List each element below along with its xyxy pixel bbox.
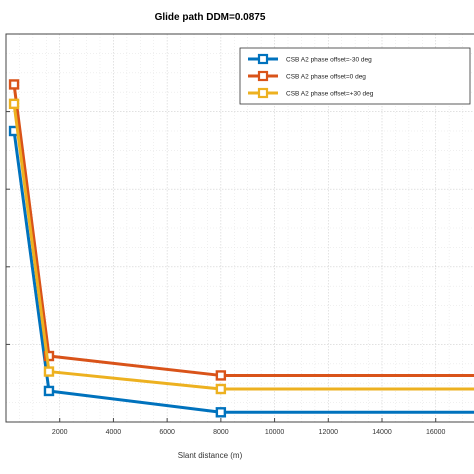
- legend-swatch-marker: [257, 87, 269, 99]
- chart-title: Glide path DDM=0.0875: [155, 12, 266, 23]
- data-point-marker: [43, 385, 55, 397]
- x-axis-ticks: 2000 4000 6000 8000 10000 12000 14000 16000: [6, 111, 446, 436]
- series-line: [12, 130, 474, 414]
- legend-swatch-marker: [257, 70, 269, 82]
- x-tick-label: 4000: [106, 429, 122, 436]
- x-tick-label: 16000: [426, 429, 446, 436]
- data-point-marker: [215, 370, 227, 381]
- legend-label: CSB A2 phase offset=0 deg: [286, 74, 366, 81]
- data-point-marker: [43, 366, 55, 377]
- series-lines: [8, 79, 474, 418]
- grid: [5, 33, 474, 423]
- data-point-marker: [215, 407, 227, 418]
- series-line: [12, 103, 474, 391]
- legend-label: CSB A2 phase offset=+30 deg: [286, 91, 374, 98]
- legend: CSB A2 phase offset=-30 deg CSB A2 phase …: [239, 47, 471, 105]
- x-tick-label: 6000: [159, 429, 175, 436]
- data-point-marker: [215, 383, 227, 395]
- legend-item: CSB A2 phase offset=0 deg: [248, 70, 366, 82]
- series-line: [12, 84, 474, 377]
- legend-box: [239, 47, 471, 105]
- data-point-marker: [8, 98, 20, 110]
- data-point-marker: [8, 79, 20, 90]
- x-tick-label: 8000: [213, 429, 229, 436]
- legend-item: CSB A2 phase offset=+30 deg: [248, 87, 374, 99]
- x-tick-label: 2000: [52, 429, 68, 436]
- legend-item: CSB A2 phase offset=-30 deg: [248, 53, 372, 65]
- legend-label: CSB A2 phase offset=-30 deg: [286, 57, 372, 64]
- plot-area-frame: [5, 33, 474, 423]
- series-3: [8, 98, 474, 395]
- x-tick-label: 10000: [265, 429, 285, 436]
- x-tick-label: 12000: [319, 429, 339, 436]
- x-axis-label: Slant distance (m): [178, 451, 243, 460]
- legend-swatch-marker: [257, 53, 269, 65]
- x-tick-label: 14000: [372, 429, 392, 436]
